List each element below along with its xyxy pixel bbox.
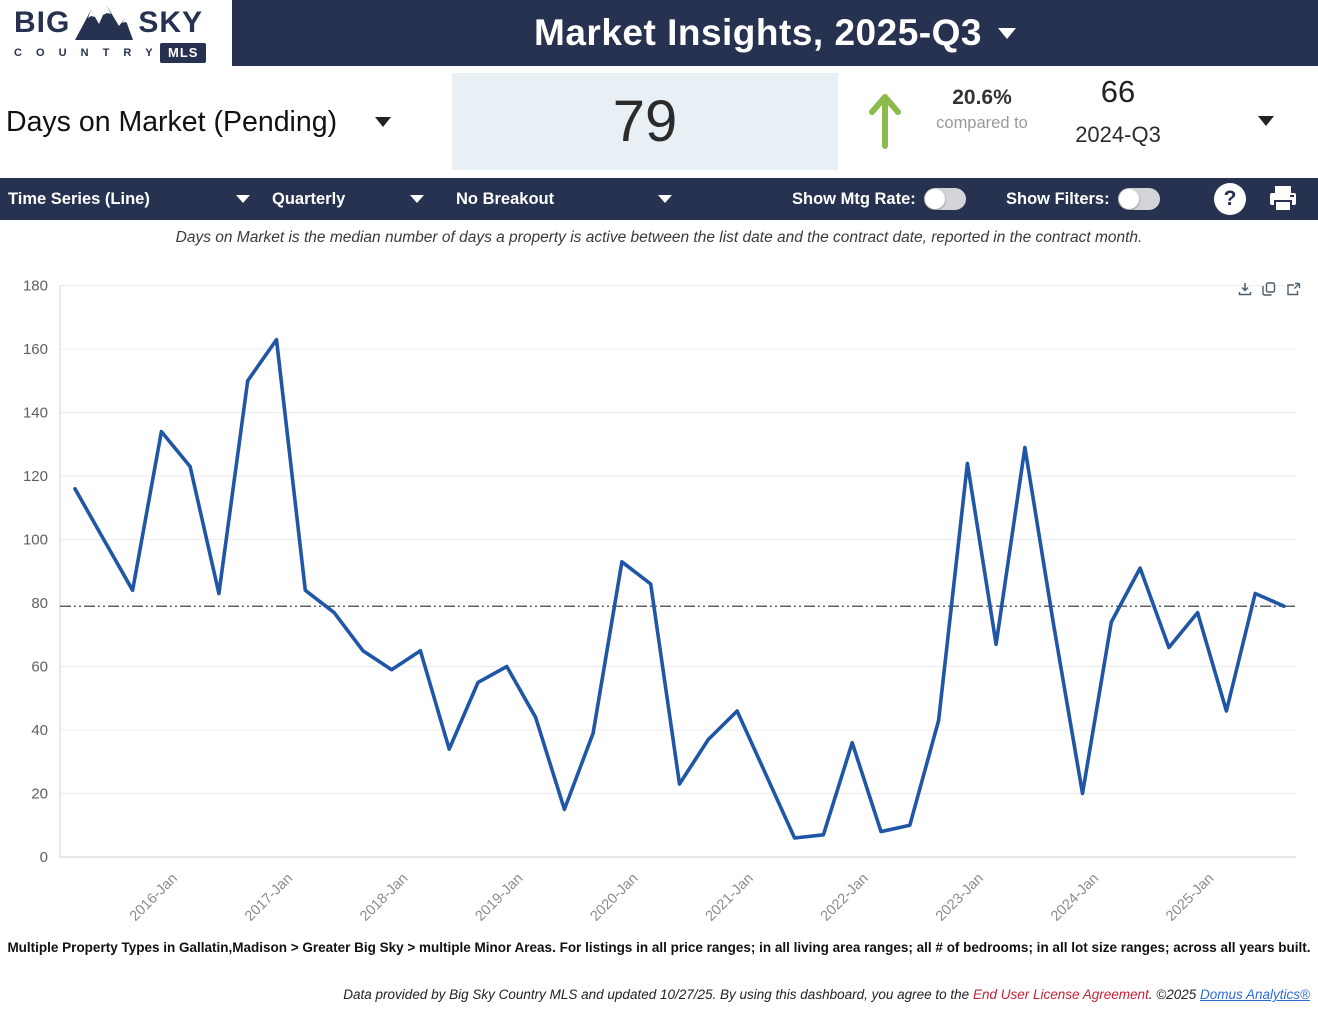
chart-toolbar: Time Series (Line) Quarterly No Breakout… xyxy=(0,178,1318,220)
svg-text:2022-Jan: 2022-Jan xyxy=(818,871,872,925)
report-title-dropdown[interactable]: Market Insights, 2025-Q3 xyxy=(232,0,1318,66)
svg-text:2024-Jan: 2024-Jan xyxy=(1048,871,1102,925)
svg-text:40: 40 xyxy=(31,722,48,739)
logo: BIG SKY C O U N T R Y MLS xyxy=(0,0,232,66)
filters-label: Show Filters: xyxy=(1006,189,1110,208)
svg-text:2023-Jan: 2023-Jan xyxy=(933,871,987,925)
frequency-label: Quarterly xyxy=(272,189,346,208)
mountain-icon xyxy=(75,5,134,40)
svg-text:100: 100 xyxy=(23,532,48,549)
chevron-down-icon xyxy=(997,27,1016,39)
chevron-down-icon xyxy=(658,195,672,203)
current-value-box: 79 xyxy=(452,73,838,170)
svg-text:2020-Jan: 2020-Jan xyxy=(587,871,641,925)
mtg-rate-label: Show Mtg Rate: xyxy=(792,189,916,208)
help-button[interactable]: ? xyxy=(1214,178,1246,220)
eula-link[interactable]: End User License Agreement xyxy=(972,987,1149,1002)
logo-sky-text: SKY xyxy=(138,5,204,39)
svg-text:140: 140 xyxy=(23,405,48,422)
copy-icon[interactable] xyxy=(1262,282,1276,296)
filters-summary: Multiple Property Types in Gallatin,Madi… xyxy=(7,940,1311,955)
svg-text:60: 60 xyxy=(31,659,48,676)
metric-dropdown[interactable]: Days on Market (Pending) xyxy=(6,66,392,178)
chart-area: 0 20 40 60 80 100 120 140 160 180 2016-Jan 2017-Jan… xyxy=(0,256,1318,940)
header-bar: Market Insights, 2025-Q3 BIG SKY C O U N… xyxy=(0,0,1318,66)
svg-text:20: 20 xyxy=(31,786,48,803)
chevron-down-icon[interactable] xyxy=(1258,116,1274,126)
chevron-down-icon xyxy=(410,195,424,203)
download-icon[interactable] xyxy=(1238,282,1252,296)
legal-line: Data provided by Big Sky Country MLS and… xyxy=(0,987,1318,1002)
comparison-value: 66 xyxy=(1100,74,1136,109)
compared-to-label: compared to xyxy=(936,114,1028,132)
svg-text:2025-Jan: 2025-Jan xyxy=(1163,871,1217,925)
svg-text:180: 180 xyxy=(23,278,48,295)
logo-big-text: BIG xyxy=(14,5,71,39)
printer-icon xyxy=(1270,186,1296,212)
domus-analytics-link[interactable]: Domus Analytics® xyxy=(1200,987,1310,1002)
svg-text:2017-Jan: 2017-Jan xyxy=(242,871,296,925)
change-percent: 20.6% xyxy=(952,86,1012,109)
help-icon: ? xyxy=(1214,183,1246,215)
svg-text:2018-Jan: 2018-Jan xyxy=(357,871,411,925)
export-icon[interactable] xyxy=(1286,282,1301,296)
svg-text:2016-Jan: 2016-Jan xyxy=(127,871,181,925)
logo-country-text: C O U N T R Y xyxy=(14,46,159,59)
kpi-row: Days on Market (Pending) 79 20.6% compar… xyxy=(0,66,1318,178)
chart-description: Days on Market is the median number of d… xyxy=(175,229,1143,246)
page-title: Market Insights, 2025-Q3 xyxy=(534,12,982,53)
comparison-period: 2024-Q3 xyxy=(1075,122,1161,147)
svg-text:120: 120 xyxy=(23,468,48,485)
svg-text:0: 0 xyxy=(40,849,48,866)
chart-type-label: Time Series (Line) xyxy=(8,189,150,208)
comparison-period-dropdown[interactable]: 66 2024-Q3 xyxy=(1033,74,1203,148)
breakout-select[interactable]: No Breakout xyxy=(456,178,672,220)
chart-actions xyxy=(1238,282,1301,296)
svg-text:2019-Jan: 2019-Jan xyxy=(472,871,526,925)
legal-mid: . ©2025 xyxy=(1148,987,1201,1002)
legal-prefix: Data provided by Big Sky Country MLS and… xyxy=(343,987,973,1002)
current-value: 79 xyxy=(612,89,678,154)
chevron-down-icon xyxy=(236,195,250,203)
line-chart: 0 20 40 60 80 100 120 140 160 180 2016-Jan 2017-Jan… xyxy=(23,278,1296,925)
filters-toggle[interactable] xyxy=(1117,188,1160,210)
svg-text:80: 80 xyxy=(31,595,48,612)
print-button[interactable] xyxy=(1268,178,1298,220)
mtg-rate-toggle[interactable] xyxy=(923,188,966,210)
frequency-select[interactable]: Quarterly xyxy=(272,178,424,220)
chart-type-select[interactable]: Time Series (Line) xyxy=(8,178,250,220)
trend-up-icon xyxy=(866,90,904,155)
breakout-label: No Breakout xyxy=(456,189,555,208)
svg-text:2021-Jan: 2021-Jan xyxy=(703,871,757,925)
svg-text:160: 160 xyxy=(23,341,48,358)
chevron-down-icon xyxy=(375,117,392,127)
metric-label: Days on Market (Pending) xyxy=(6,105,338,138)
logo-mls-badge: MLS xyxy=(160,42,207,63)
